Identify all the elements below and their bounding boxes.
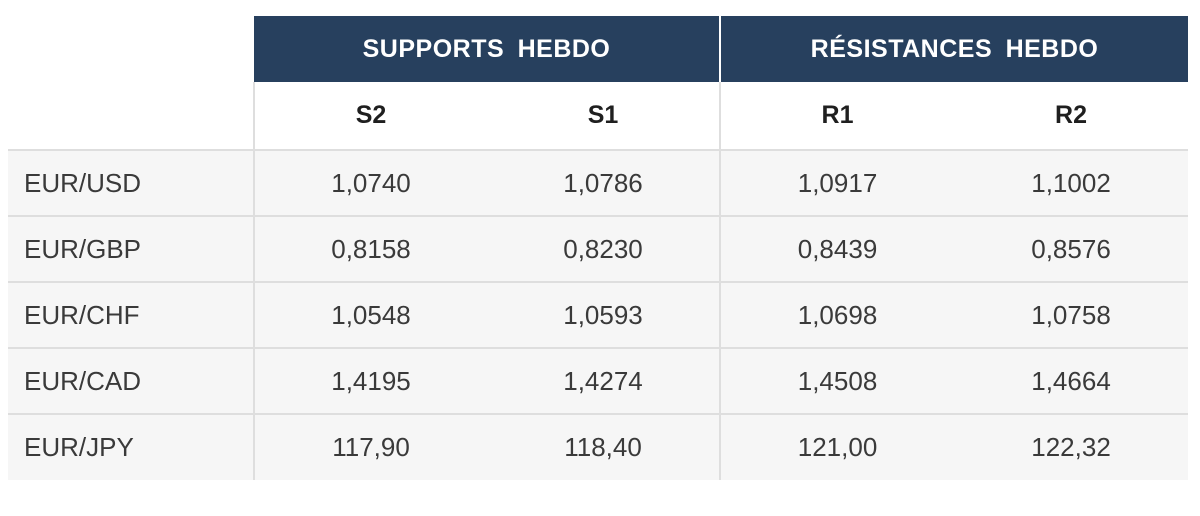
table-row: EUR/CAD 1,4195 1,4274 1,4508 1,4664 (8, 348, 1189, 415)
supports-header: SUPPORTS HEBDO (254, 16, 722, 82)
value-r1: 1,4508 (719, 348, 955, 415)
pair-label: EUR/CHF (8, 282, 254, 349)
value-s1: 118,40 (487, 414, 721, 480)
pair-label: EUR/CAD (8, 348, 254, 415)
pair-label: EUR/GBP (8, 216, 254, 283)
col-header-s2: S2 (253, 82, 487, 151)
value-r2: 1,4664 (954, 348, 1189, 415)
value-r2: 1,0758 (954, 282, 1189, 349)
table-row: EUR/GBP 0,8158 0,8230 0,8439 0,8576 (8, 216, 1189, 283)
value-r1: 0,8439 (719, 216, 955, 283)
col-header-r1: R1 (719, 82, 955, 151)
col-header-r2: R2 (954, 82, 1189, 151)
value-r2: 1,1002 (954, 150, 1189, 217)
value-r2: 0,8576 (954, 216, 1189, 283)
levels-table-container: SUPPORTS HEBDO RÉSISTANCES HEBDO S2 S1 R… (8, 16, 1189, 480)
value-s2: 0,8158 (253, 216, 487, 283)
group-header-row: SUPPORTS HEBDO RÉSISTANCES HEBDO (8, 16, 1189, 82)
weekly-levels-table: SUPPORTS HEBDO RÉSISTANCES HEBDO S2 S1 R… (8, 16, 1189, 480)
corner-cell (8, 16, 254, 82)
value-s2: 117,90 (253, 414, 487, 480)
value-r1: 121,00 (719, 414, 955, 480)
pair-label: EUR/JPY (8, 414, 254, 480)
pair-label: EUR/USD (8, 150, 254, 217)
value-s1: 1,0786 (487, 150, 721, 217)
value-s2: 1,0740 (253, 150, 487, 217)
value-s2: 1,4195 (253, 348, 487, 415)
table-row: EUR/CHF 1,0548 1,0593 1,0698 1,0758 (8, 282, 1189, 349)
value-r2: 122,32 (954, 414, 1189, 480)
table-row: EUR/USD 1,0740 1,0786 1,0917 1,1002 (8, 150, 1189, 217)
table-row: EUR/JPY 117,90 118,40 121,00 122,32 (8, 414, 1189, 480)
value-s1: 0,8230 (487, 216, 721, 283)
value-r1: 1,0917 (719, 150, 955, 217)
col-header-s1: S1 (487, 82, 721, 151)
value-s2: 1,0548 (253, 282, 487, 349)
corner-cell-sub (8, 82, 254, 151)
resistances-header: RÉSISTANCES HEBDO (720, 16, 1189, 82)
value-r1: 1,0698 (719, 282, 955, 349)
value-s1: 1,4274 (487, 348, 721, 415)
level-header-row: S2 S1 R1 R2 (8, 82, 1189, 151)
value-s1: 1,0593 (487, 282, 721, 349)
